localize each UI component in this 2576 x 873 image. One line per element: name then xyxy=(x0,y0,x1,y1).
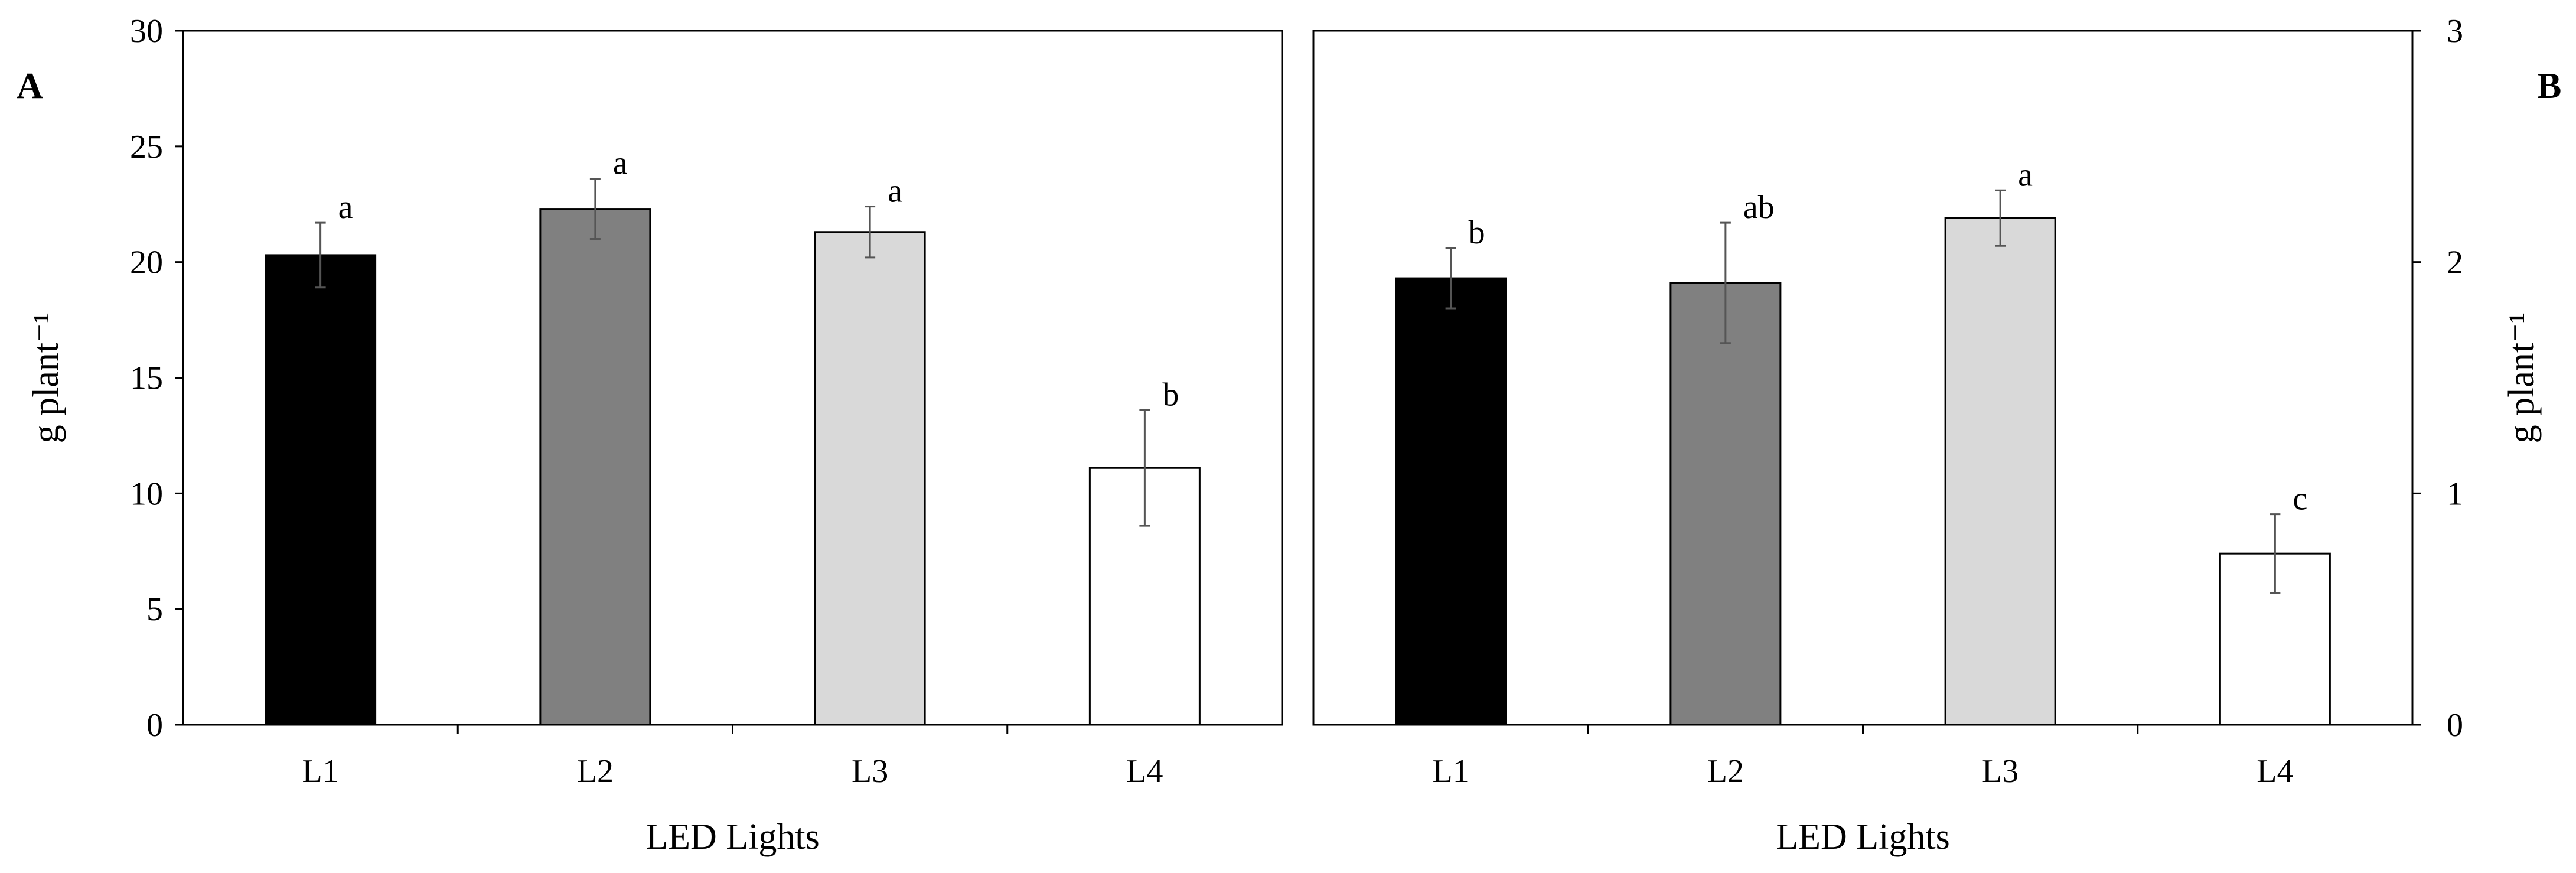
panel-b-x-tick-label: L1 xyxy=(1433,753,1469,790)
panel-b-y-tick-label: 0 xyxy=(2447,707,2463,744)
panel-b-significance-label: b xyxy=(1469,214,1485,251)
panel-b-significance-label: c xyxy=(2293,481,2307,517)
panel-a-x-tick-label: L1 xyxy=(302,753,339,790)
panel-b-x-tick-label: L2 xyxy=(1707,753,1744,790)
panel-b-significance-label: a xyxy=(2018,157,2033,193)
panel-a-x-axis-title: LED Lights xyxy=(645,817,819,857)
panel-b-significance-label: ab xyxy=(1743,189,1775,226)
panel-b-x-axis-title: LED Lights xyxy=(1776,817,1949,857)
panel-b-x-tick-label: L3 xyxy=(1982,753,2019,790)
panel-b-x-tick-label: L4 xyxy=(2257,753,2293,790)
panel-a-x-tick-label: L4 xyxy=(1126,753,1163,790)
panel-a-y-tick-label: 5 xyxy=(146,591,163,628)
panel-b-y-tick-label: 2 xyxy=(2447,245,2463,281)
panel-a-significance-label: b xyxy=(1162,376,1179,413)
panel-a-significance-label: a xyxy=(888,173,902,210)
panel-b-bar-l3 xyxy=(1944,217,2056,726)
panel-a-y-tick-label: 10 xyxy=(130,475,163,512)
panel-b-y-axis-title: g plant⁻¹ xyxy=(2502,312,2542,444)
panel-b-y-tick-label: 3 xyxy=(2447,13,2463,50)
panel-a-y-tick-label: 15 xyxy=(130,360,163,397)
panel-a-y-tick-label: 25 xyxy=(130,129,163,165)
panel-b-bar-l1 xyxy=(1395,277,1507,726)
panel-b-bar-l2 xyxy=(1669,282,1782,726)
panel-a-bar-l2 xyxy=(539,208,651,726)
panel-a-y-axis-title: g plant⁻¹ xyxy=(26,312,66,444)
panel-a-x-tick-label: L2 xyxy=(577,753,614,790)
panel-a-y-tick-label: 20 xyxy=(130,245,163,281)
panel-a-x-tick-label: L3 xyxy=(852,753,888,790)
panel-a-y-tick-label: 0 xyxy=(146,707,163,744)
panel-a-significance-label: a xyxy=(338,189,353,226)
panel-a-bar-l1 xyxy=(265,254,377,726)
panel-b-panel-label: B xyxy=(2537,66,2561,106)
panel-a-y-tick-label: 30 xyxy=(130,13,163,50)
panel-b-y-tick-label: 1 xyxy=(2447,475,2463,512)
panel-a-significance-label: a xyxy=(613,145,628,182)
panel-a-bar-l3 xyxy=(814,231,926,726)
panel-a-panel-label: A xyxy=(17,66,43,106)
